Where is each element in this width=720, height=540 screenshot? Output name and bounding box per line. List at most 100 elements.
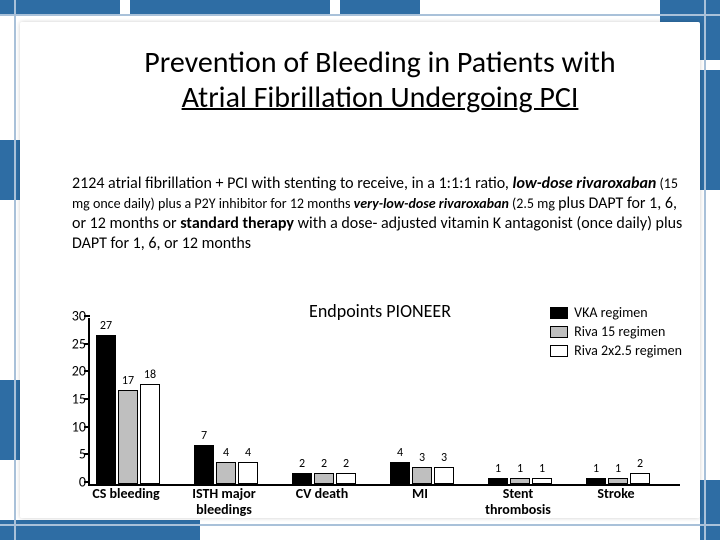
body-t1: 2124 atrial fibrillation + PCI with sten… [72,174,513,193]
bar-wrap: 2 [292,473,312,484]
slide-background: Prevention of Bleeding in Patients with … [0,0,720,540]
x-category-label: CS bleeding [77,486,175,502]
bar [96,335,116,484]
bar-wrap: 1 [586,478,606,484]
bar-wrap: 2 [336,473,356,484]
bar-value-label: 1 [510,462,530,476]
bar-wrap: 2 [630,473,650,484]
bar-wrap: 1 [532,478,552,484]
bar-wrap: 1 [608,478,628,484]
bar-value-label: 2 [630,457,650,471]
x-category-label: Stentthrombosis [469,486,567,518]
bar [488,478,508,484]
bar [194,445,214,484]
x-axis-labels: CS bleedingISTH majorbleedingsCV deathMI… [88,486,678,530]
deco-line [0,14,720,16]
y-tick-label: 10 [64,418,86,435]
bar-group: 744 [194,445,258,484]
body-t6: (2.5 mg [509,195,558,212]
bar-value-label: 18 [140,368,160,382]
bar [292,473,312,484]
bar-value-label: 2 [292,457,312,471]
bar-group: 271718 [96,335,160,484]
bar-value-label: 17 [118,374,138,388]
deco-block [0,380,20,460]
bar-value-label: 2 [336,457,356,471]
bar-value-label: 4 [216,446,236,460]
title-line-2: Atrial Fibrillation Undergoing PCI [182,79,579,116]
body-t8: standard therapy [180,214,294,233]
bar-value-label: 1 [488,462,508,476]
bar [140,384,160,484]
bar [390,462,410,484]
x-category-label: ISTH majorbleedings [175,486,273,518]
deco-block [130,0,330,14]
y-tick-label: 30 [64,308,86,325]
bar [630,473,650,484]
bar-wrap: 17 [118,390,138,484]
bar-wrap: 1 [510,478,530,484]
y-tick-label: 5 [64,446,86,463]
y-tick-mark [84,370,90,372]
body-t4: plus a P2Y inhibitor for 12 months [158,195,354,212]
bar-value-label: 2 [314,457,334,471]
bar-value-label: 27 [96,319,116,333]
y-tick-mark [84,315,90,317]
x-category-label: CV death [273,486,371,502]
bar-wrap: 27 [96,335,116,484]
bar [216,462,236,484]
y-tick-label: 15 [64,391,86,408]
x-category-label: MI [371,486,469,502]
bar-group: 222 [292,473,356,484]
bar-value-label: 4 [238,446,258,460]
bar [510,478,530,484]
y-tick-mark [84,453,90,455]
bar-wrap: 3 [412,467,432,484]
y-tick-mark [84,426,90,428]
body-t2: low-dose rivaroxaban [513,174,657,193]
y-tick-mark [84,398,90,400]
bar-value-label: 3 [412,451,432,465]
bar-value-label: 1 [586,462,606,476]
bar-value-label: 1 [532,462,552,476]
bar-wrap: 3 [434,467,454,484]
x-category-label: Stroke [567,486,665,502]
bar-wrap: 18 [140,384,160,484]
deco-block [0,140,20,200]
y-tick-mark [84,481,90,483]
bar-wrap: 4 [238,462,258,484]
bar [608,478,628,484]
bar-wrap: 4 [216,462,236,484]
bar [118,390,138,484]
body-text: 2124 atrial fibrillation + PCI with sten… [72,174,688,254]
bar-value-label: 7 [194,429,214,443]
body-t5: very-low-dose rivaroxaban [354,195,509,212]
plot-area: 051015202530 271718744222433111112 [88,318,680,486]
y-tick-label: 25 [64,335,86,352]
y-tick-mark [84,343,90,345]
bar-group: 112 [586,473,650,484]
bar [586,478,606,484]
bar-wrap: 1 [488,478,508,484]
chart: Endpoints PIONEER VKA regimenRiva 15 reg… [56,294,704,530]
slide-title: Prevention of Bleeding in Patients with … [50,46,710,115]
bar [412,467,432,484]
bar [336,473,356,484]
bar [434,467,454,484]
bar-value-label: 1 [608,462,628,476]
title-line-1: Prevention of Bleeding in Patients with [144,44,615,81]
bar [532,478,552,484]
bar-group: 433 [390,462,454,484]
content-frame: Prevention of Bleeding in Patients with … [20,22,700,518]
deco-block [0,0,120,14]
bar [238,462,258,484]
bar-wrap: 7 [194,445,214,484]
bar-value-label: 3 [434,451,454,465]
bar-group: 111 [488,478,552,484]
deco-line [14,0,16,540]
deco-block [340,0,420,14]
bar [314,473,334,484]
bar-wrap: 2 [314,473,334,484]
bar-value-label: 4 [390,446,410,460]
bar-wrap: 4 [390,462,410,484]
